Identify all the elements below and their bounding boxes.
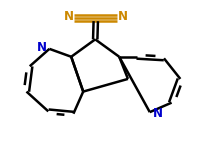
Text: N: N [118,10,128,23]
Text: N: N [152,107,162,120]
Text: N: N [37,41,47,54]
Text: N: N [64,10,74,23]
